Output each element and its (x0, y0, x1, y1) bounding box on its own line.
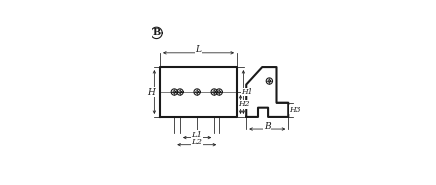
Text: B: B (152, 28, 160, 37)
Text: L2: L2 (191, 138, 202, 146)
Text: H2: H2 (238, 100, 250, 108)
Text: H1: H1 (241, 88, 253, 96)
Text: B: B (264, 122, 271, 131)
Text: L1: L1 (191, 131, 203, 139)
Text: H: H (147, 88, 155, 97)
Text: H3: H3 (290, 106, 301, 114)
Text: L: L (195, 45, 201, 54)
